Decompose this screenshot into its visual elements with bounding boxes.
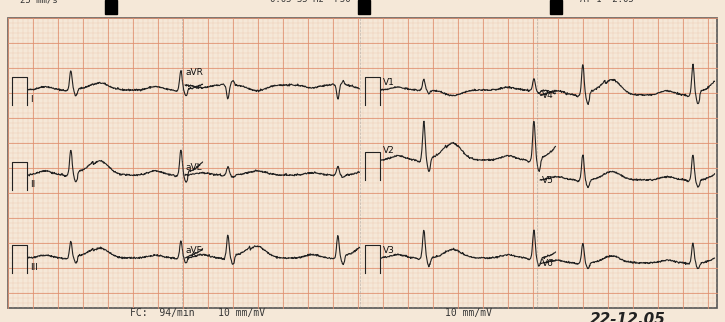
Text: III: III bbox=[30, 263, 38, 272]
Text: V6: V6 bbox=[542, 259, 554, 268]
Text: V5: V5 bbox=[542, 176, 554, 185]
Text: V1: V1 bbox=[383, 78, 395, 87]
Text: aVF: aVF bbox=[186, 246, 203, 255]
Bar bbox=[105, 0, 117, 14]
Text: AT-1  2.05: AT-1 2.05 bbox=[580, 0, 634, 4]
Text: aVR: aVR bbox=[186, 68, 204, 77]
Text: V2: V2 bbox=[383, 146, 394, 155]
Text: V3: V3 bbox=[383, 246, 395, 255]
Bar bbox=[550, 0, 562, 14]
Text: 10 mm/mV: 10 mm/mV bbox=[445, 308, 492, 318]
Text: aVL: aVL bbox=[186, 163, 202, 172]
Text: 25 mm/s: 25 mm/s bbox=[20, 0, 57, 4]
Text: FC:  94/min    10 mm/mV: FC: 94/min 10 mm/mV bbox=[130, 308, 265, 318]
Text: 0.05-35 Hz  F50: 0.05-35 Hz F50 bbox=[270, 0, 351, 4]
Text: 22-12.05: 22-12.05 bbox=[590, 312, 666, 322]
Text: II: II bbox=[30, 180, 36, 189]
Bar bbox=[358, 0, 370, 14]
Text: I: I bbox=[30, 95, 33, 104]
Text: V4: V4 bbox=[542, 91, 554, 100]
